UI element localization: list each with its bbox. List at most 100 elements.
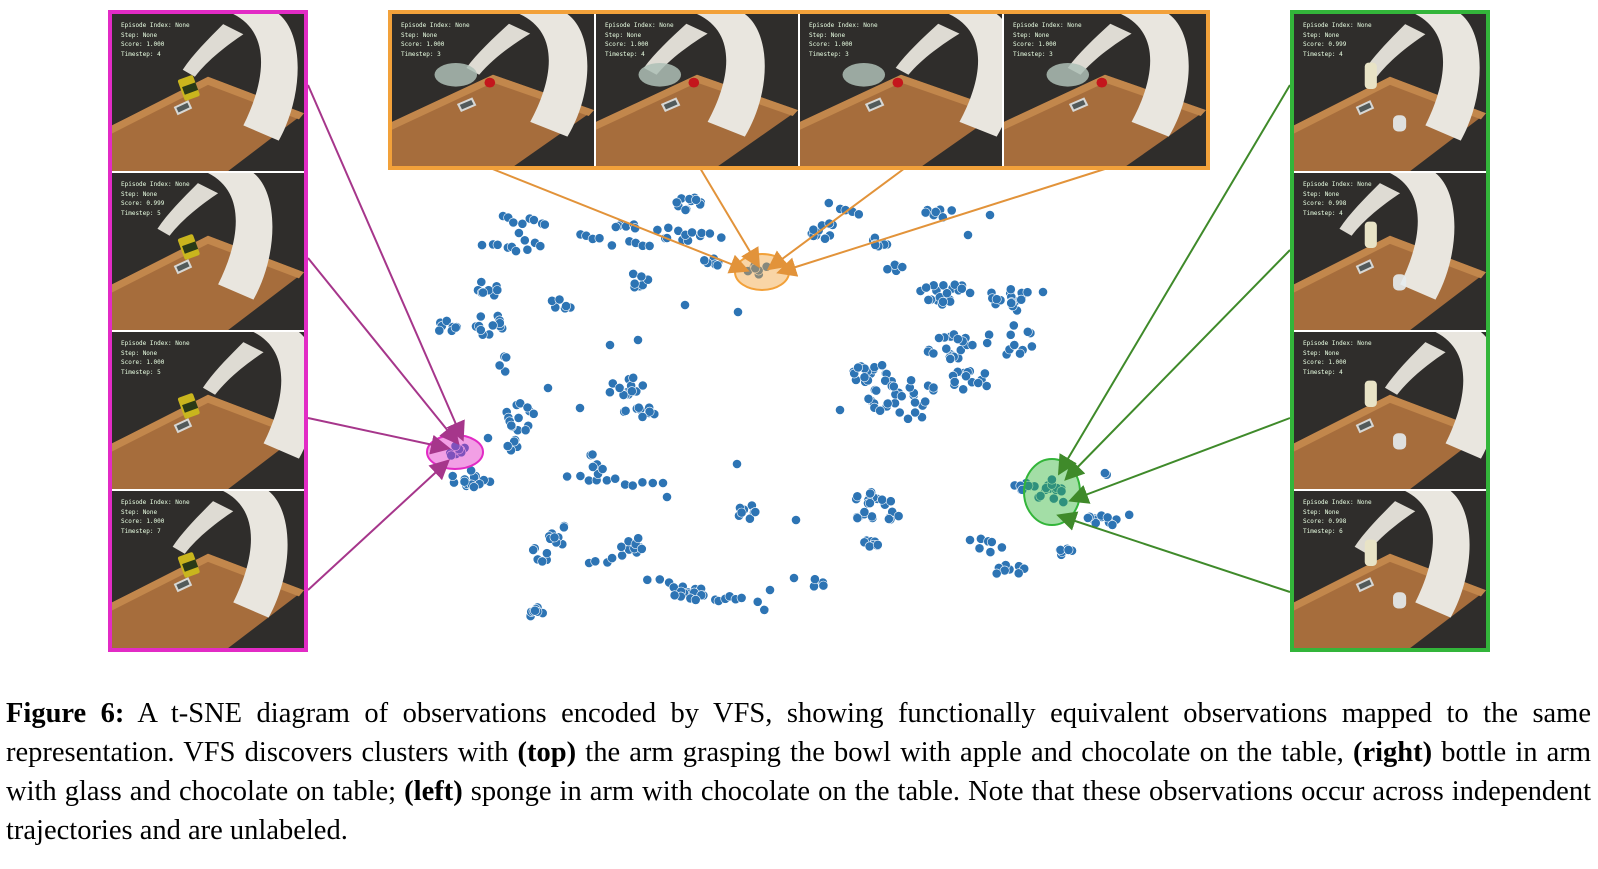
tsne-point	[1044, 483, 1055, 494]
tsne-point	[1009, 297, 1020, 308]
tsne-point	[986, 287, 997, 298]
tsne-point	[759, 605, 770, 615]
tsne-point	[903, 413, 913, 424]
hud-label: Timestep:	[605, 50, 638, 58]
hud-value: 4	[157, 50, 161, 58]
tsne-point	[695, 231, 706, 241]
tsne-point	[1019, 563, 1030, 574]
tsne-points	[434, 192, 1135, 621]
tsne-point	[504, 416, 515, 427]
tsne-point	[906, 375, 916, 386]
tsne-point	[630, 237, 641, 248]
tsne-point	[1006, 291, 1017, 302]
hud-episode: Episode Index: None	[121, 498, 190, 508]
hud-step: Step: None	[1303, 349, 1372, 359]
frame-hud: Episode Index: None Step: None Score: 1.00…	[121, 339, 190, 377]
tsne-point	[935, 204, 945, 215]
hud-timestep: Timestep: 6	[1303, 527, 1372, 537]
tsne-point	[447, 322, 458, 332]
tsne-point	[461, 476, 472, 487]
tsne-point	[699, 255, 710, 266]
hud-value: None	[1357, 499, 1372, 506]
tsne-point	[630, 223, 640, 234]
hud-value: None	[1324, 31, 1340, 39]
cluster-arrow	[766, 167, 906, 271]
tsne-point	[928, 382, 939, 393]
tsne-point	[492, 239, 503, 250]
hud-episode: Episode Index: None	[1303, 21, 1372, 31]
tsne-point	[468, 482, 479, 492]
tsne-point	[997, 542, 1007, 553]
tsne-point	[945, 349, 956, 360]
hud-label: Score:	[121, 518, 143, 525]
tsne-point	[835, 203, 846, 214]
hud-value: 3	[845, 50, 849, 58]
tsne-point	[753, 265, 764, 276]
tsne-point	[644, 240, 655, 251]
hud-value: 5	[157, 209, 161, 217]
tsne-point	[631, 386, 642, 397]
tsne-point	[1015, 348, 1025, 359]
hud-episode: Episode Index: None	[1013, 21, 1082, 31]
hud-value: None	[142, 349, 158, 357]
hud-value: None	[175, 22, 190, 29]
tsne-point	[549, 532, 560, 543]
tsne-point	[617, 550, 627, 561]
hud-label: Step:	[1303, 349, 1322, 357]
tsne-point	[1040, 484, 1051, 495]
tsne-point	[509, 436, 520, 447]
tsne-point	[689, 192, 700, 203]
tsne-point	[633, 402, 644, 413]
tsne-point	[1005, 288, 1016, 299]
hud-score: Score: 1.000	[401, 40, 470, 50]
hud-value: 1.000	[630, 41, 649, 48]
hud-value: 4	[1339, 50, 1343, 58]
frame-hud: Episode Index: None Step: None Score: 0.99…	[1303, 180, 1372, 218]
tsne-point	[1107, 520, 1118, 530]
tsne-point	[696, 590, 707, 601]
tsne-point	[865, 368, 876, 379]
tsne-point	[1014, 561, 1024, 572]
hud-label: Step:	[605, 31, 624, 39]
hud-score: Score: 0.998	[1303, 199, 1372, 209]
tsne-point	[809, 581, 819, 592]
tsne-point	[523, 420, 534, 431]
tsne-point	[1062, 543, 1073, 554]
tsne-point	[506, 445, 516, 456]
tsne-point	[702, 257, 713, 268]
tsne-point	[475, 325, 486, 335]
tsne-point	[501, 407, 512, 417]
tsne-point	[827, 219, 838, 230]
tsne-point	[689, 587, 700, 598]
tsne-point	[852, 513, 863, 523]
tsne-point	[537, 218, 548, 229]
tsne-point	[736, 593, 747, 603]
tsne-point	[668, 582, 679, 593]
tsne-point	[508, 217, 519, 228]
tsne-point	[621, 387, 632, 398]
tsne-point	[620, 479, 630, 490]
tsne-point	[529, 215, 539, 225]
tsne-point	[1104, 517, 1114, 528]
tsne-point	[917, 400, 928, 411]
hud-label: Episode Index:	[1303, 181, 1354, 188]
tsne-point	[658, 478, 668, 488]
tsne-point	[446, 325, 457, 336]
tsne-point	[684, 194, 695, 204]
tsne-point	[952, 334, 963, 344]
right-frame-3: Episode Index: None Step: None Score: 1.00…	[1294, 332, 1486, 491]
tsne-point	[866, 487, 876, 498]
tsne-point	[817, 577, 828, 588]
tsne-point	[920, 207, 931, 218]
tsne-point	[522, 402, 533, 413]
tsne-point	[743, 266, 753, 276]
hud-value: None	[863, 22, 878, 29]
tsne-point	[884, 514, 894, 524]
tsne-point	[636, 544, 647, 554]
tsne-point	[878, 238, 889, 249]
tsne-point	[880, 368, 891, 379]
tsne-point	[965, 287, 975, 298]
tsne-point	[939, 332, 950, 343]
tsne-point	[691, 194, 701, 205]
tsne-point	[736, 507, 747, 518]
